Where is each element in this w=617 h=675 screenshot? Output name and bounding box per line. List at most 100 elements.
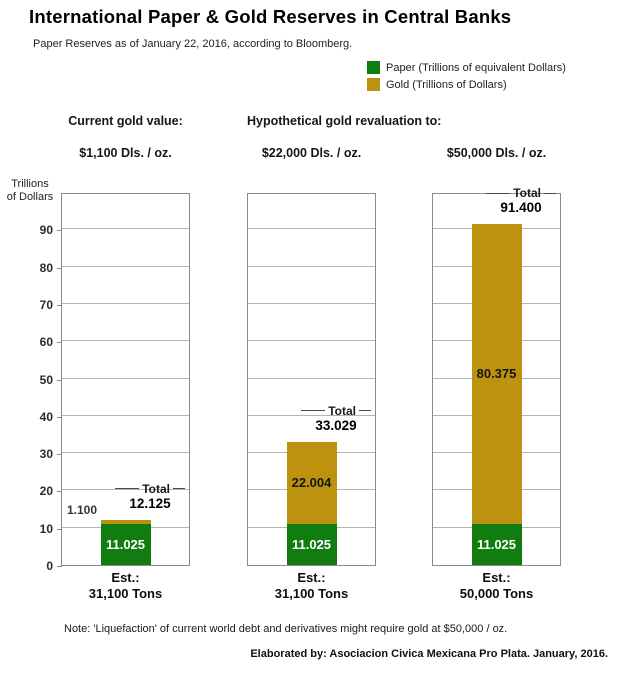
est-caption: Est.: [297, 570, 326, 585]
y-axis-title: Trillions of Dollars [2, 178, 58, 204]
y-tick-mark [57, 528, 62, 530]
gold-value-label: 80.375 [476, 366, 517, 382]
scenario-price-2: $22,000 Dls. / oz. [261, 146, 362, 160]
y-tick-mark [57, 304, 62, 306]
paper-segment: 11.025 [100, 523, 151, 565]
est-tons: 50,000 Tons [459, 586, 534, 601]
y-axis-ticks: 0 10 20 30 40 50 60 70 80 90 [20, 193, 62, 573]
paper-segment: 11.025 [471, 523, 522, 565]
total-caption: Total [301, 404, 371, 418]
gridline [62, 340, 189, 342]
page-title: International Paper & Gold Reserves in C… [29, 6, 512, 27]
y-tick-mark [57, 566, 62, 567]
y-tick-label: 30 [39, 447, 53, 462]
y-axis-title-line1: Trillions [11, 178, 49, 190]
total-word: Total [513, 186, 541, 201]
est-tons: 31,100 Tons [88, 586, 163, 601]
paper-value-label: 11.025 [291, 536, 332, 552]
gridline [248, 377, 375, 379]
chart-panel-22000: 22.004 11.025 Total 33.029 [247, 193, 376, 566]
y-tick-mark [57, 379, 62, 381]
total-word: Total [328, 403, 356, 418]
y-tick-label: 70 [39, 297, 53, 312]
footnote: Note: 'Liquefaction' of current world de… [64, 623, 508, 635]
credit-line: Elaborated by: Asociacion Civica Mexican… [250, 648, 608, 660]
gridline [62, 377, 189, 379]
scenario-price-3: $50,000 Dls. / oz. [446, 146, 547, 160]
y-tick-label: 50 [39, 372, 53, 387]
x-category-label-1: Est.: 31,100 Tons [61, 570, 190, 602]
y-tick-label: 60 [39, 335, 53, 350]
paper-legend-label: Paper (Trillions of equivalent Dollars) [386, 61, 566, 74]
y-tick-mark [57, 267, 62, 269]
gridline [248, 265, 375, 267]
gridline [248, 414, 375, 416]
gridline [62, 489, 189, 491]
header-current-gold-value: Current gold value: [68, 114, 183, 128]
y-tick-label: 40 [39, 409, 53, 424]
gold-value-label: 22.004 [291, 475, 332, 491]
total-caption: Total [115, 482, 185, 496]
total-dash-right [544, 192, 556, 194]
gridline [62, 452, 189, 454]
y-tick-mark [57, 454, 62, 456]
total-dash-left [115, 488, 140, 490]
scenario-price-1: $1,100 Dls. / oz. [79, 146, 172, 160]
gold-segment: 80.375 [471, 224, 522, 524]
paper-value-label: 11.025 [476, 536, 517, 552]
gridline [62, 414, 189, 416]
est-caption: Est.: [482, 570, 511, 585]
total-annotation: Total 91.400 [486, 186, 556, 215]
total-dash-left [301, 410, 326, 412]
total-dash-right [173, 488, 185, 490]
chart-panel-50000: 80.375 11.025 Total 91.400 [432, 186, 561, 566]
est-tons: 31,100 Tons [274, 586, 349, 601]
gridline [248, 302, 375, 304]
bar-22000: 22.004 11.025 [286, 441, 337, 565]
bar-current: 1.100 11.025 [100, 519, 151, 565]
paper-legend-swatch-icon [367, 61, 380, 74]
paper-segment: 11.025 [286, 523, 337, 565]
total-caption: Total [486, 186, 556, 200]
x-category-label-3: Est.: 50,000 Tons [432, 570, 561, 602]
y-tick-mark [57, 230, 62, 232]
total-dash-left [486, 192, 511, 194]
total-value: 33.029 [315, 417, 357, 433]
est-caption: Est.: [111, 570, 140, 585]
total-value: 12.125 [129, 495, 171, 511]
gridline [62, 265, 189, 267]
gold-segment: 22.004 [286, 441, 337, 524]
legend: Paper (Trillions of equivalent Dollars) … [367, 61, 566, 95]
y-tick-label: 0 [46, 559, 53, 573]
y-tick-mark [57, 491, 62, 493]
legend-item-gold: Gold (Trillions of Dollars) [367, 78, 566, 91]
total-value: 91.400 [500, 200, 542, 216]
y-tick-label: 20 [39, 484, 53, 499]
gold-segment: 1.100 [100, 519, 151, 524]
total-word: Total [142, 481, 170, 496]
total-annotation: Total 33.029 [301, 404, 371, 433]
y-tick-mark [57, 416, 62, 418]
y-axis-title-line2: of Dollars [6, 191, 54, 203]
gold-legend-label: Gold (Trillions of Dollars) [386, 78, 507, 91]
gridline [62, 228, 189, 230]
gridline [248, 340, 375, 342]
total-annotation: Total 12.125 [115, 482, 185, 511]
gold-legend-swatch-icon [367, 78, 380, 91]
chart-panel-current: 1.100 11.025 1.100 Total 12.125 [61, 193, 190, 566]
legend-item-paper: Paper (Trillions of equivalent Dollars) [367, 61, 566, 74]
total-dash-right [359, 410, 371, 412]
bar-50000: 80.375 11.025 [471, 224, 522, 565]
y-tick-label: 10 [39, 521, 53, 536]
y-tick-label: 80 [39, 260, 53, 275]
gold-value-callout: 1.100 [66, 502, 98, 517]
y-tick-label: 90 [39, 223, 53, 238]
gridline [62, 302, 189, 304]
subtitle: Paper Reserves as of January 22, 2016, a… [33, 38, 353, 50]
y-tick-mark [57, 342, 62, 344]
gridline [248, 228, 375, 230]
paper-value-label: 11.025 [105, 536, 146, 552]
x-category-label-2: Est.: 31,100 Tons [247, 570, 376, 602]
header-hypothetical-revaluation: Hypothetical gold revaluation to: [247, 114, 442, 128]
